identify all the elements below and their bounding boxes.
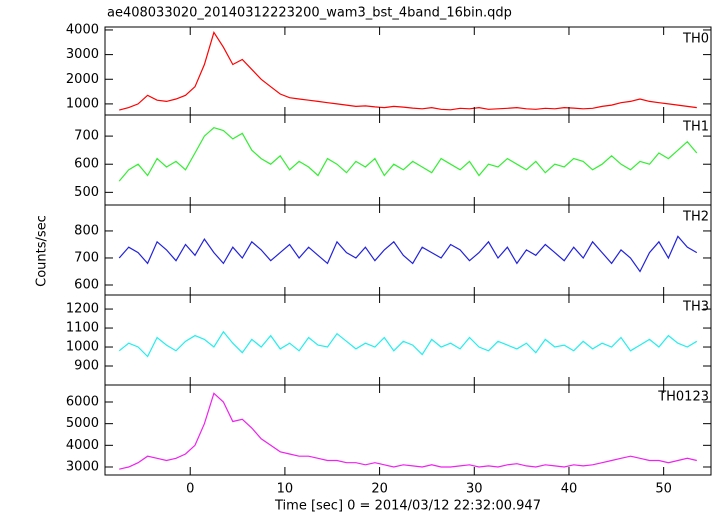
light-curve (119, 392, 697, 470)
light-curve (118, 127, 698, 182)
y-tick-label: 4000 (66, 438, 99, 453)
panel-label: TH3 (682, 300, 709, 315)
panel-label: TH1 (682, 120, 709, 135)
y-tick-label: 3000 (66, 47, 99, 62)
y-tick-label: 5000 (66, 416, 99, 431)
y-tick-label: 600 (74, 157, 99, 172)
panel-frame (104, 204, 712, 296)
y-tick-label: 2000 (66, 72, 99, 87)
y-tick-label: 700 (74, 129, 99, 144)
x-tick-label: 0 (186, 482, 194, 497)
x-tick-label: 10 (277, 482, 294, 497)
y-tick-label: 1100 (66, 321, 99, 336)
panel-label: TH0123 (657, 390, 709, 405)
panel-frame (104, 384, 712, 476)
light-curve (119, 30, 697, 111)
x-tick-label: 50 (655, 482, 672, 497)
light-curve (118, 330, 698, 358)
x-tick-label: 30 (466, 482, 483, 497)
y-tick-label: 600 (74, 278, 99, 293)
chart-title: ae408033020_20140312223200_wam3_bst_4ban… (107, 6, 512, 21)
y-tick-label: 6000 (66, 395, 99, 410)
x-tick-label: 20 (371, 482, 388, 497)
y-tick-label: 3000 (66, 459, 99, 474)
y-tick-label: 800 (74, 223, 99, 238)
panel-label: TH0 (682, 32, 709, 47)
y-tick-label: 4000 (66, 22, 99, 37)
light-curve (118, 235, 698, 273)
y-tick-label: 1000 (66, 96, 99, 111)
y-tick-label: 1200 (66, 302, 99, 317)
y-tick-label: 500 (74, 185, 99, 200)
panel-frame (104, 294, 712, 386)
y-tick-label: 900 (74, 359, 99, 374)
y-axis-label: Counts/sec (35, 215, 50, 287)
panel-frame (104, 114, 712, 206)
x-axis-label: Time [sec] 0 = 2014/03/12 22:32:00.947 (274, 499, 541, 514)
panel-frame (104, 26, 712, 116)
panel-label: TH2 (682, 210, 709, 225)
x-tick-label: 40 (561, 482, 578, 497)
y-tick-label: 700 (74, 250, 99, 265)
y-tick-label: 1000 (66, 340, 99, 355)
